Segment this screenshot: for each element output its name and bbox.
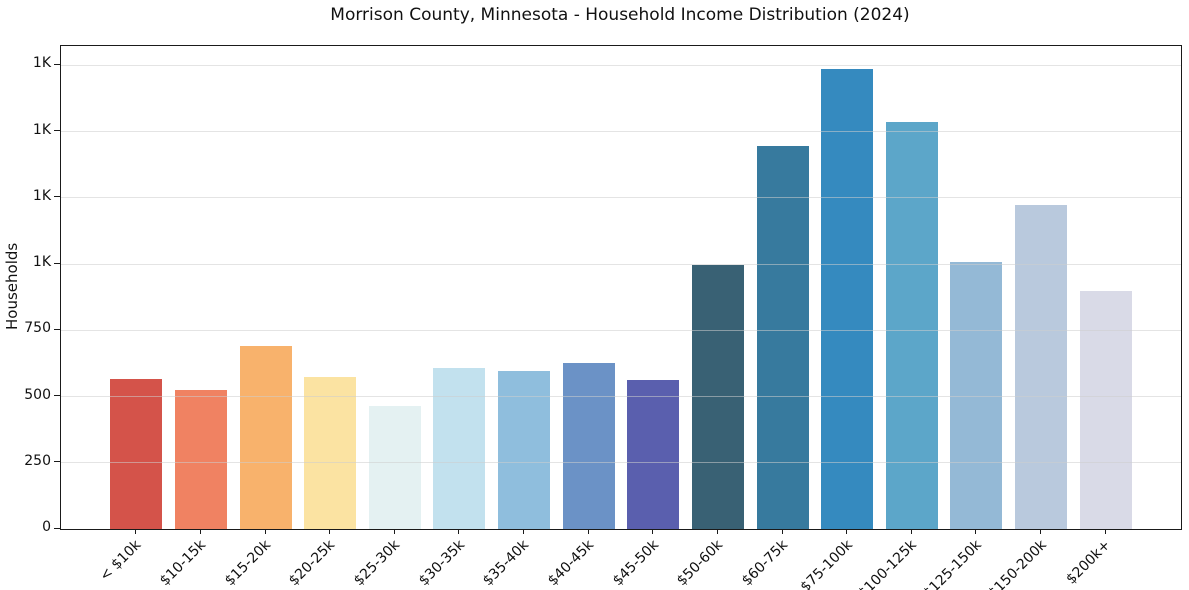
x-axis-tick <box>716 530 718 534</box>
y-axis-tick <box>54 527 60 529</box>
bar--35-40k <box>498 371 551 529</box>
x-axis-tick <box>523 530 525 534</box>
y-tick-label: 0 <box>42 519 51 535</box>
x-axis-tick <box>1040 530 1042 534</box>
y-axis-tick <box>54 196 60 198</box>
x-axis-tick <box>587 530 589 534</box>
bar--15-20k <box>239 346 292 529</box>
bar--30-35k <box>433 367 486 529</box>
bar--100-125k <box>885 121 938 529</box>
bar--50-60k <box>691 265 744 529</box>
x-axis-tick <box>975 530 977 534</box>
x-axis-tick <box>199 530 201 534</box>
x-axis-tick <box>264 530 266 534</box>
x-tick-label: $40-45k <box>544 537 598 590</box>
x-axis-tick <box>1104 530 1106 534</box>
gridline-1500 <box>61 131 1181 133</box>
x-tick-label: $50-60k <box>674 537 727 590</box>
x-tick-label: $35-40k <box>480 537 533 590</box>
gridline-1000 <box>61 263 1181 265</box>
gridline-1750 <box>61 64 1181 66</box>
x-tick-label: $30-35k <box>415 537 468 590</box>
x-tick-label: $150-200k <box>984 537 1050 590</box>
x-tick-label: $25-30k <box>351 537 404 590</box>
bar--125-150k <box>950 261 1003 529</box>
x-tick-label: $75-100k <box>797 537 856 590</box>
bar--10-15k <box>174 389 227 529</box>
bar--45-50k <box>627 379 680 529</box>
gridline-750 <box>61 329 1181 331</box>
y-tick-label: 500 <box>24 386 51 403</box>
gridline-500 <box>61 396 1181 398</box>
x-tick-label: $15-20k <box>221 537 274 590</box>
x-tick-label: $45-50k <box>609 537 662 590</box>
x-axis-tick <box>910 530 912 534</box>
bar--40-45k <box>562 362 615 529</box>
bar--20-25k <box>304 376 357 529</box>
y-axis-tick <box>54 130 60 132</box>
x-tick-label: $10-15k <box>157 537 210 590</box>
y-tick-label: 1K <box>32 187 51 204</box>
y-axis-tick <box>54 461 60 463</box>
x-tick-label: $60-75k <box>738 537 791 590</box>
y-tick-label: 750 <box>24 320 51 337</box>
bar--150-200k <box>1015 204 1068 529</box>
gridline-1250 <box>61 197 1181 199</box>
y-axis-label: Households <box>3 242 21 331</box>
x-tick-label: $200k+ <box>1063 537 1115 588</box>
bar--10k <box>110 379 163 529</box>
x-axis-tick <box>393 530 395 534</box>
x-tick-label: $100-125k <box>855 537 921 590</box>
y-tick-label: 1K <box>32 121 51 138</box>
bar--25-30k <box>368 405 421 529</box>
y-tick-label: 1K <box>32 254 51 271</box>
y-axis-tick <box>54 63 60 65</box>
x-tick-label: $125-150k <box>920 537 985 590</box>
x-axis-tick <box>846 530 848 534</box>
bar--200k+ <box>1079 291 1132 529</box>
x-tick-label: $20-25k <box>286 537 339 590</box>
gridline-250 <box>61 462 1181 464</box>
bar--75-100k <box>821 69 874 529</box>
y-axis-tick <box>54 395 60 397</box>
x-axis-tick <box>135 530 137 534</box>
y-tick-label: 250 <box>24 452 51 469</box>
x-axis-tick <box>652 530 654 534</box>
x-axis-tick <box>458 530 460 534</box>
chart-title: Morrison County, Minnesota - Household I… <box>330 5 910 25</box>
x-axis-tick <box>329 530 331 534</box>
x-axis-tick <box>781 530 783 534</box>
y-tick-label: 1K <box>32 55 51 72</box>
plot-area <box>60 45 1182 530</box>
y-axis-tick <box>54 328 60 330</box>
y-axis-tick <box>54 262 60 264</box>
x-tick-label: < $10k <box>97 537 145 585</box>
bar--60-75k <box>756 146 809 529</box>
